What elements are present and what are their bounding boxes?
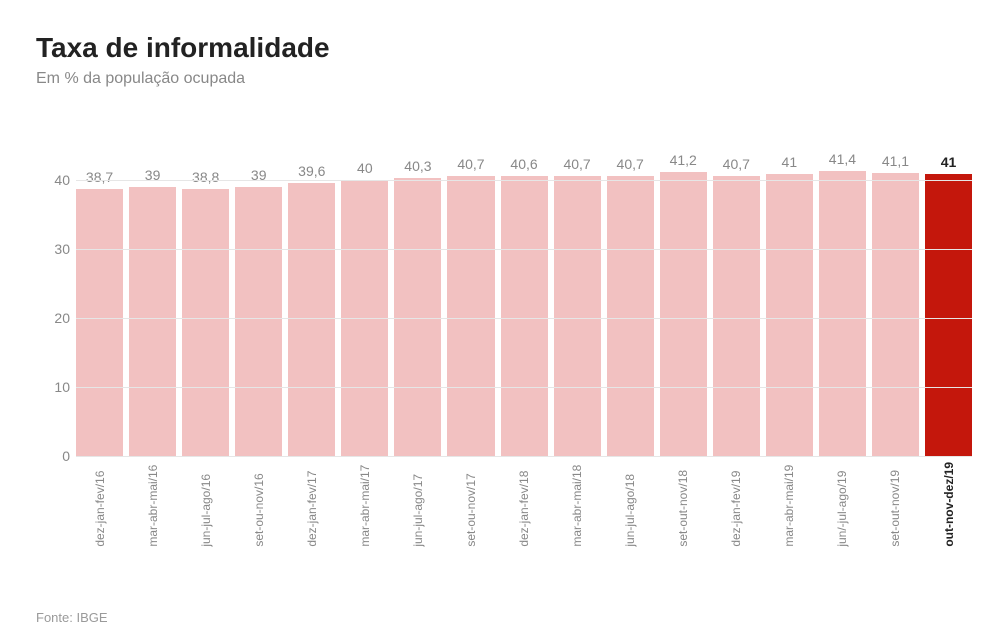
x-label-cell: mar-abr-mai/19 [766, 462, 813, 547]
bar-value-label: 40,7 [563, 156, 590, 172]
x-label-cell: set-ou-nov/17 [447, 462, 494, 547]
gridline [76, 318, 972, 319]
x-label-cell: dez-jan-fev/16 [76, 462, 123, 547]
y-tick-label: 30 [36, 241, 70, 257]
x-label-cell: set-ou-nov/16 [235, 462, 282, 547]
x-axis-label: jun-jul-ago/17 [411, 462, 425, 547]
x-axis-label: mar-abr-mai/19 [782, 462, 796, 547]
chart-source: Fonte: IBGE [36, 610, 108, 625]
bar [766, 174, 813, 456]
x-label-cell: jun-jul-ago/16 [182, 462, 229, 547]
x-axis-label: mar-abr-mai/16 [146, 462, 160, 547]
x-axis-label: dez-jan-fev/19 [729, 462, 743, 547]
x-label-cell: set-out-nov/18 [660, 462, 707, 547]
bars-container: 38,7 39 38,8 39 39,6 40 40,3 40,7 40,6 40,7 40,7 41… [76, 146, 972, 456]
x-axis-label: set-ou-nov/17 [464, 462, 478, 547]
y-tick-label: 10 [36, 379, 70, 395]
x-label-cell: jun/-jul-ago/19 [819, 462, 866, 547]
x-axis-label: dez-jan-fev/18 [517, 462, 531, 547]
bar-column: 38,7 [76, 146, 123, 456]
bar-column: 39 [235, 146, 282, 456]
bar-column: 38,8 [182, 146, 229, 456]
bar [182, 189, 229, 456]
bar [288, 183, 335, 456]
gridline [76, 456, 972, 457]
x-label-cell: dez-jan-fev/18 [501, 462, 548, 547]
bar-value-label: 41,1 [882, 153, 909, 169]
bar-column: 41 [925, 146, 972, 456]
x-axis-label: dez-jan-fev/16 [93, 462, 107, 547]
y-tick-label: 40 [36, 172, 70, 188]
bar [660, 172, 707, 456]
bar-column: 41 [766, 146, 813, 456]
bar [501, 176, 548, 456]
bar-column: 41,2 [660, 146, 707, 456]
x-axis-label: mar-abr-mai/18 [570, 462, 584, 547]
bar-column: 40,7 [713, 146, 760, 456]
bar [872, 173, 919, 456]
bar [235, 187, 282, 456]
bar-column: 40,7 [607, 146, 654, 456]
bar-column: 39 [129, 146, 176, 456]
bar-column: 41,4 [819, 146, 866, 456]
chart-subtitle: Em % da população ocupada [36, 70, 972, 88]
x-axis-label: set-ou-nov/16 [252, 462, 266, 547]
bar [447, 176, 494, 456]
bar-column: 41,1 [872, 146, 919, 456]
bar-column: 40,7 [554, 146, 601, 456]
bar-value-label: 41 [782, 154, 798, 170]
bar-value-label: 40,7 [457, 156, 484, 172]
bar-column: 40,3 [394, 146, 441, 456]
bar-value-label: 41 [941, 154, 957, 170]
bar-value-label: 38,7 [86, 169, 113, 185]
bar-value-label: 39,6 [298, 163, 325, 179]
bar [925, 174, 972, 456]
bar [607, 176, 654, 456]
x-axis-label: mar-abr-mai/17 [358, 462, 372, 547]
bar-column: 40,6 [501, 146, 548, 456]
y-tick-label: 0 [36, 448, 70, 464]
x-axis-label: set-out-nov/19 [888, 462, 902, 547]
bar-value-label: 38,8 [192, 169, 219, 185]
x-axis-label: dez-jan-fev/17 [305, 462, 319, 547]
x-label-cell: set-out-nov/19 [872, 462, 919, 547]
x-axis-label: set-out-nov/18 [676, 462, 690, 547]
gridline [76, 180, 972, 181]
bar-value-label: 41,4 [829, 151, 856, 167]
x-label-cell: mar-abr-mai/17 [341, 462, 388, 547]
bar-value-label: 40 [357, 160, 373, 176]
bar [554, 176, 601, 456]
bar-value-label: 40,7 [723, 156, 750, 172]
bar-column: 40 [341, 146, 388, 456]
x-axis-label: out-nov-dez/19 [942, 462, 956, 547]
bar [819, 171, 866, 456]
chart-area: 38,7 39 38,8 39 39,6 40 40,3 40,7 40,6 40,7 40,7 41… [36, 116, 972, 556]
x-axis-label: jun/-jul-ago/19 [835, 462, 849, 547]
x-label-cell: jun-jul-ago/18 [607, 462, 654, 547]
x-label-cell: dez-jan-fev/19 [713, 462, 760, 547]
bar-value-label: 40,6 [510, 156, 537, 172]
bar-column: 40,7 [447, 146, 494, 456]
y-tick-label: 20 [36, 310, 70, 326]
bar-column: 39,6 [288, 146, 335, 456]
gridline [76, 249, 972, 250]
bar [713, 176, 760, 456]
chart-title: Taxa de informalidade [36, 32, 972, 64]
x-axis-label: jun-jul-ago/16 [199, 462, 213, 547]
bar-value-label: 40,3 [404, 158, 431, 174]
x-label-cell: jun-jul-ago/17 [394, 462, 441, 547]
x-axis-labels: dez-jan-fev/16 mar-abr-mai/16 jun-jul-ago/… [76, 462, 972, 547]
bar-value-label: 41,2 [670, 152, 697, 168]
x-label-cell: dez-jan-fev/17 [288, 462, 335, 547]
bar-value-label: 40,7 [617, 156, 644, 172]
bar [76, 189, 123, 456]
gridline [76, 387, 972, 388]
x-label-cell: mar-abr-mai/18 [554, 462, 601, 547]
x-axis-label: jun-jul-ago/18 [623, 462, 637, 547]
x-label-cell: mar-abr-mai/16 [129, 462, 176, 547]
x-label-cell: out-nov-dez/19 [925, 462, 972, 547]
bar [129, 187, 176, 456]
bar [394, 178, 441, 456]
plot-area: 38,7 39 38,8 39 39,6 40 40,3 40,7 40,6 40,7 40,7 41… [76, 146, 972, 456]
